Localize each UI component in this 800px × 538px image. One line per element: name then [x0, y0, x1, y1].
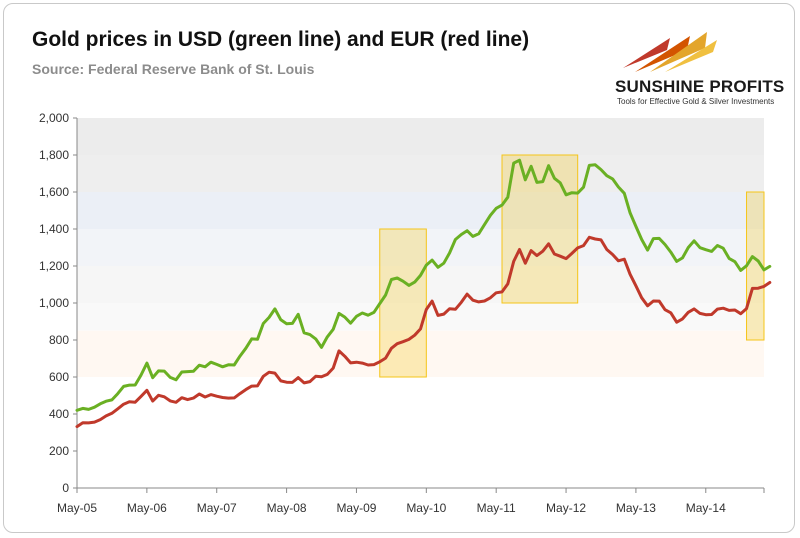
series-lines: [75, 158, 772, 429]
y-tick-label: 800: [49, 333, 69, 347]
y-axis-ticks: 0 200 400 600 800 1,000 1,200 1,400 1,600 1,800 2,…: [39, 111, 77, 495]
logo-swoosh-icon: [623, 32, 717, 72]
chart-subtitle: Source: Federal Reserve Bank of St. Loui…: [32, 61, 315, 77]
x-tick-label: May-11: [477, 501, 516, 515]
x-tick-label: May-09: [336, 501, 376, 515]
y-tick-label: 200: [49, 444, 69, 458]
logo-tagline: Tools for Effective Gold & Silver Invest…: [617, 97, 775, 106]
y-tick-label: 2,000: [39, 111, 69, 125]
y-tick-label: 1,400: [39, 222, 69, 236]
y-tick-label: 1,200: [39, 259, 69, 273]
background-band: [77, 330, 764, 377]
x-tick-label: May-10: [406, 501, 446, 515]
y-tick-label: 1,000: [39, 296, 69, 310]
y-tick-label: 600: [49, 370, 69, 384]
background-band: [77, 118, 764, 155]
highlight-box: [501, 154, 579, 304]
x-tick-label: May-05: [57, 501, 97, 515]
x-tick-label: May-13: [616, 501, 656, 515]
background-band: [77, 155, 764, 192]
y-tick-label: 0: [62, 481, 69, 495]
x-tick-label: May-08: [267, 501, 307, 515]
x-tick-label: May-07: [197, 501, 237, 515]
y-tick-label: 1,800: [39, 148, 69, 162]
x-axis-ticks: May-05 May-06 May-07 May-08 May-09 May-10 May-…: [57, 488, 765, 515]
x-tick-label: May-12: [546, 501, 586, 515]
chart-title: Gold prices in USD (green line) and EUR …: [32, 28, 530, 51]
logo-name: SUNSHINE PROFITS: [615, 77, 785, 96]
x-tick-label: May-06: [127, 501, 167, 515]
series-line-usd: [75, 158, 772, 412]
y-tick-label: 1,600: [39, 185, 69, 199]
background-band: [77, 192, 764, 229]
y-tick-label: 400: [49, 407, 69, 421]
background-band: [77, 266, 764, 303]
series-line-eur: [75, 235, 772, 429]
x-tick-label: May-14: [686, 501, 726, 515]
sunshine-profits-logo: SUNSHINE PROFITS Tools for Effective Gol…: [595, 28, 784, 110]
